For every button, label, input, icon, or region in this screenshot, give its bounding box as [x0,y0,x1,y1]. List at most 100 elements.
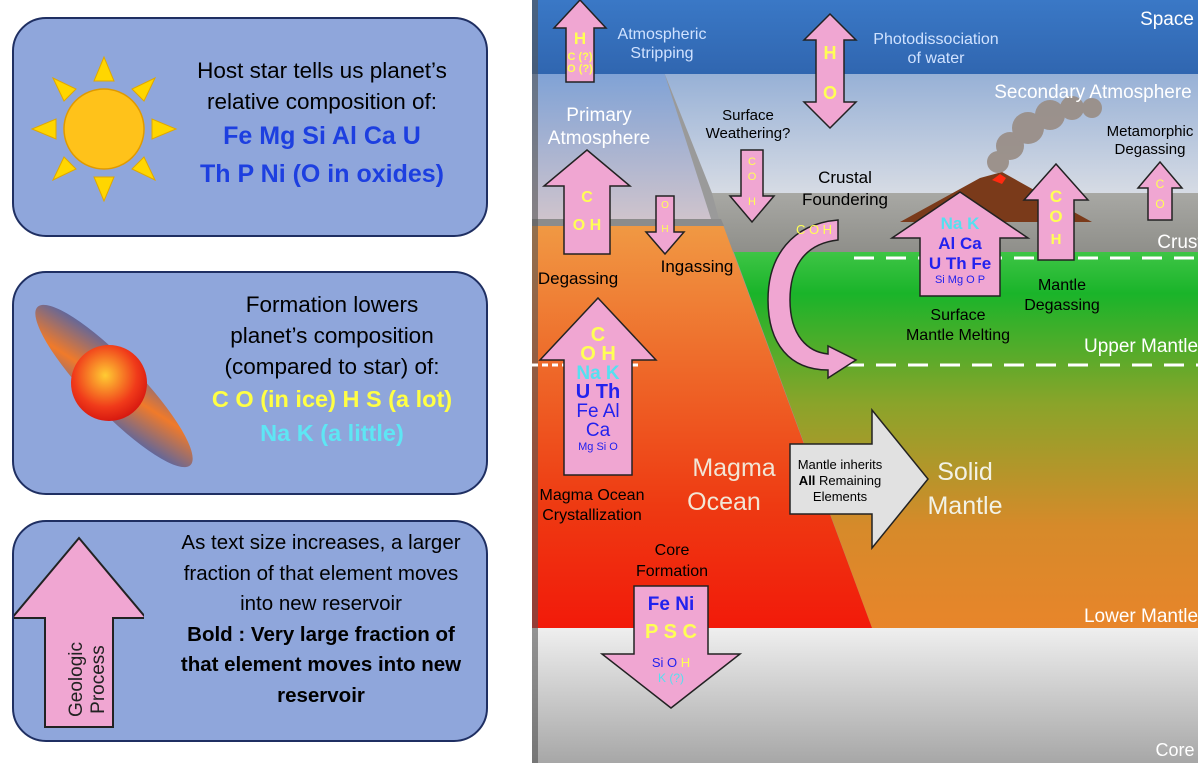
legend-key-bold: that element moves into new [180,653,462,676]
photodissociation-label: Photodissociation of water [873,30,998,68]
magma-ocean-crystallization-label: Magma Ocean Crystallization [540,486,645,526]
cryst-uth: U Th [575,381,621,403]
melting-nak: Na K [940,214,980,233]
legend-panel-formation: Formation lowers planet’s composition (c… [12,271,488,495]
mantle-degas-arrow [1022,162,1090,261]
atmospheric-stripping-label: Atmospheric Stripping [618,25,707,63]
metamorphic-arrow [1136,160,1184,221]
legend-key-line: fraction of that element moves [183,561,459,585]
core-s: S [663,621,677,643]
legend-key-line: into new reservoir [240,592,402,615]
inherit-arrow [789,407,929,551]
melting-uthfe: U Th Fe [928,254,992,273]
legend-formation-cyan: Na K (a little) [260,420,404,446]
process-line: of water [907,50,965,67]
inherit-line: Elements [812,489,868,504]
inherit-rest: Remaining [815,473,882,488]
legend-star-line: relative composition of: [206,89,438,114]
solid-mantle-line: Solid [937,458,993,486]
weathering-arrow [728,149,776,224]
inherit-bold: All [798,473,816,488]
process-arrows [538,0,1184,709]
process-line: Core [654,542,690,559]
cryst-small: Mg Si O [578,441,618,453]
process-line: Photodissociation [873,31,999,48]
ingas-arrow [644,195,686,256]
inherit-line: Mantle inherits [797,457,883,472]
upper-mantle-label: Upper Mantle [1083,336,1198,357]
process-line: Metamorphic [1106,123,1194,140]
process-line: Surface [930,307,986,324]
cryst-ca: Ca [585,420,611,441]
cryst-nak: Na K [576,363,620,384]
inherit-text: Mantle inherits All Remaining Elements [798,457,883,505]
foundering-arrow [767,219,858,380]
solid-mantle-label: Solid Mantle [927,455,1002,523]
sun-icon [30,55,178,203]
legend-star-elements: Fe Mg Si Al Ca U [223,122,421,150]
legend-key-bold: Bold : Very large fraction of [187,622,455,646]
legend-formation-yellow: C O (in ice) H S (a lot) [211,386,453,412]
legend-formation-line: Formation lowers [245,292,419,317]
magma-ocean-label: Magma Ocean [687,451,776,519]
primary-atm-line: Atmosphere [547,128,651,149]
process-line: Degassing [1024,297,1100,314]
inherit-line: All Remaining [798,473,883,489]
surface-mantle-melting-label: Surface Mantle Melting [906,306,1010,346]
meta-o: O [1155,197,1165,211]
stripping-arrow [552,0,608,83]
legend-formation-line: (compared to star) of: [224,354,440,379]
core-p: P [645,621,659,643]
geologic-process-arrow-icon [14,536,144,728]
degas-arrow [541,149,633,255]
melting-elements: Na K Al Ca U Th Fe Si Mg O P [929,214,991,287]
process-line: Stripping [630,45,694,62]
weathering-o: O [747,171,757,183]
process-line: Magma Ocean [539,487,645,504]
core-label: Core [1155,740,1195,760]
primary-atm-line: Primary [566,105,632,126]
legend-key-bold: reservoir [277,683,365,707]
melting-alca: Al Ca [938,234,982,253]
metamorphic-degassing-label: Metamorphic Degassing [1107,123,1194,159]
solid-mantle-line: Mantle [927,492,1003,520]
process-line: Atmospheric [617,26,707,43]
legend-formation-text: Formation lowers planet’s composition (c… [212,289,452,450]
arrow-label-geologic: Geologic Process [66,642,110,717]
melting-small: Si Mg O P [934,274,986,286]
core-k: K (?) [657,671,685,685]
process-line: Mantle [1037,277,1087,294]
stripping-o: O (?) [567,63,593,75]
process-line: Crustal [818,168,872,187]
cryst-feal: Fe Al [576,401,620,422]
stripping-c: C (?) [567,51,593,63]
degas-oh: O H [572,217,602,234]
mantle-degas-h: H [1050,231,1062,248]
primary-atmosphere-label: Primary Atmosphere [548,104,650,150]
arrow-label-line: Process [88,645,109,714]
mantle-degas-c: C [1049,187,1063,206]
legend-panel-key: Geologic Process As text size increases,… [12,520,488,742]
mantle-degas-o: O [1049,207,1063,226]
stripping-h: H [573,29,587,48]
legend-panel-star: Host star tells us planet’s relative com… [12,17,488,237]
cryst-oh: O H [580,343,616,365]
mantle-degassing-label: Mantle Degassing [1024,276,1100,316]
lower-mantle-label: Lower Mantle [1083,606,1198,627]
foundering-coh: C O H [795,222,833,237]
cryst-c: C [590,324,606,346]
legend-star-text: Host star tells us planet’s relative com… [197,55,447,193]
photodissociation-arrow [802,12,858,130]
secondary-atmosphere-label: Secondary Atmosphere [994,82,1192,103]
surface-weathering-label: Surface Weathering? [706,107,791,143]
space-label: Space [1140,9,1194,30]
legend-star-line: Host star tells us planet’s [197,58,447,83]
magma-ocean-line: Ocean [687,488,761,516]
ingas-h: H [661,224,669,235]
core-formation-arrow [599,585,743,709]
planet-layer-diagram: Space Secondary Atmosphere Primary Atmos… [532,0,1198,763]
core-sio: Si O [651,655,678,670]
ingas-o: O [661,200,669,211]
degas-c: C [581,189,593,206]
core-psc: P S C [645,622,697,642]
